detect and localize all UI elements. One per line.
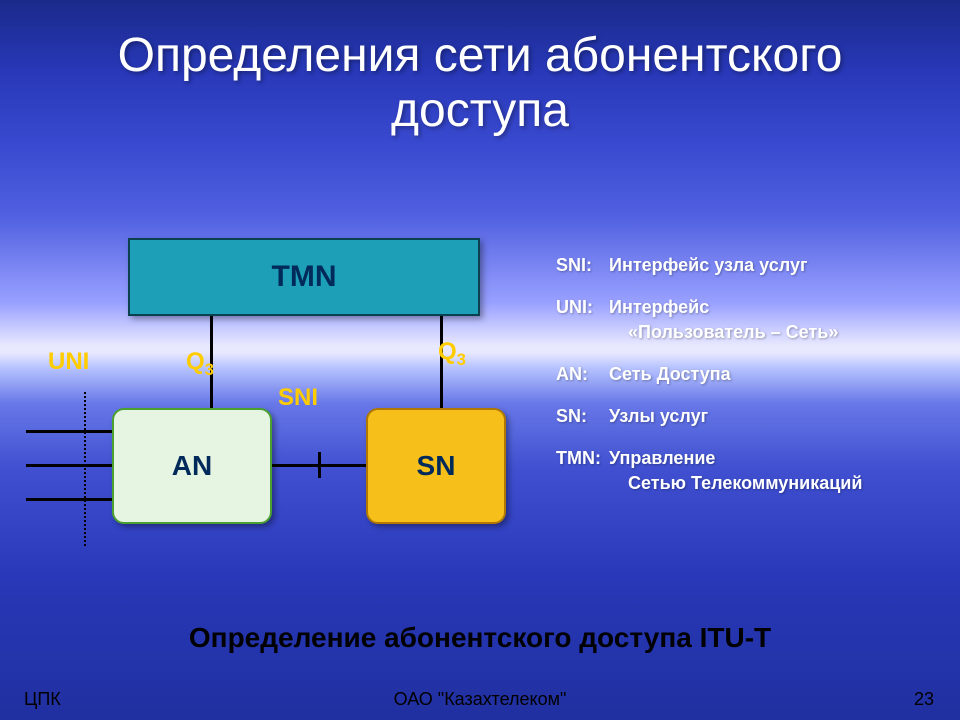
uni-h-2 (26, 464, 112, 467)
def-desc: Узлы услуг (609, 406, 708, 426)
def-sn: SN: Узлы услуг (556, 404, 936, 428)
tmn-box: TMN (128, 238, 480, 316)
footer-right: 23 (914, 689, 934, 710)
def-cont: «Пользователь – Сеть» (628, 320, 936, 344)
diagram: TMN AN SN UNI Q3 Q3 SNI (20, 220, 540, 560)
def-term: AN: (556, 362, 604, 386)
def-term: SNI: (556, 253, 604, 277)
def-desc: Сеть Доступа (609, 364, 731, 384)
def-uni: UNI: Интерфейс «Пользователь – Сеть» (556, 295, 936, 344)
def-an: AN: Сеть Доступа (556, 362, 936, 386)
uni-label: UNI (48, 348, 89, 376)
def-sni: SNI: Интерфейс узла услуг (556, 253, 936, 277)
def-tmn: TMN: Управление Сетью Телекоммуникаций (556, 446, 936, 495)
uni-h-1 (26, 430, 112, 433)
an-box: AN (112, 408, 272, 524)
def-term: UNI: (556, 295, 604, 319)
an-label: AN (172, 450, 212, 482)
q3-left-label: Q3 (186, 348, 214, 380)
def-desc: Интерфейс узла услуг (609, 255, 807, 275)
caption: Определение абонентского доступа ITU-T (0, 622, 960, 654)
footer: ЦПК ОАО "Казахтелеком" 23 (0, 682, 960, 710)
q3-right-label: Q3 (438, 338, 466, 370)
title-line-1: Определения сети абонентского (118, 29, 843, 82)
slide-title: Определения сети абонентского доступа (0, 28, 960, 138)
uni-dotted-vertical (84, 392, 86, 546)
sn-label: SN (417, 450, 456, 482)
slide: Определения сети абонентского доступа TM… (0, 0, 960, 720)
def-desc: Интерфейс (609, 297, 709, 317)
sn-box: SN (366, 408, 506, 524)
uni-h-3 (26, 498, 112, 501)
sni-label: SNI (278, 384, 318, 412)
footer-center: ОАО "Казахтелеком" (0, 689, 960, 710)
def-desc: Управление (609, 448, 715, 468)
tmn-label: TMN (272, 260, 337, 294)
def-term: SN: (556, 404, 604, 428)
def-term: TMN: (556, 446, 604, 470)
title-line-2: доступа (391, 84, 569, 137)
definitions: SNI: Интерфейс узла услуг UNI: Интерфейс… (556, 253, 936, 513)
sni-tick (318, 452, 321, 478)
def-cont: Сетью Телекоммуникаций (628, 471, 936, 495)
